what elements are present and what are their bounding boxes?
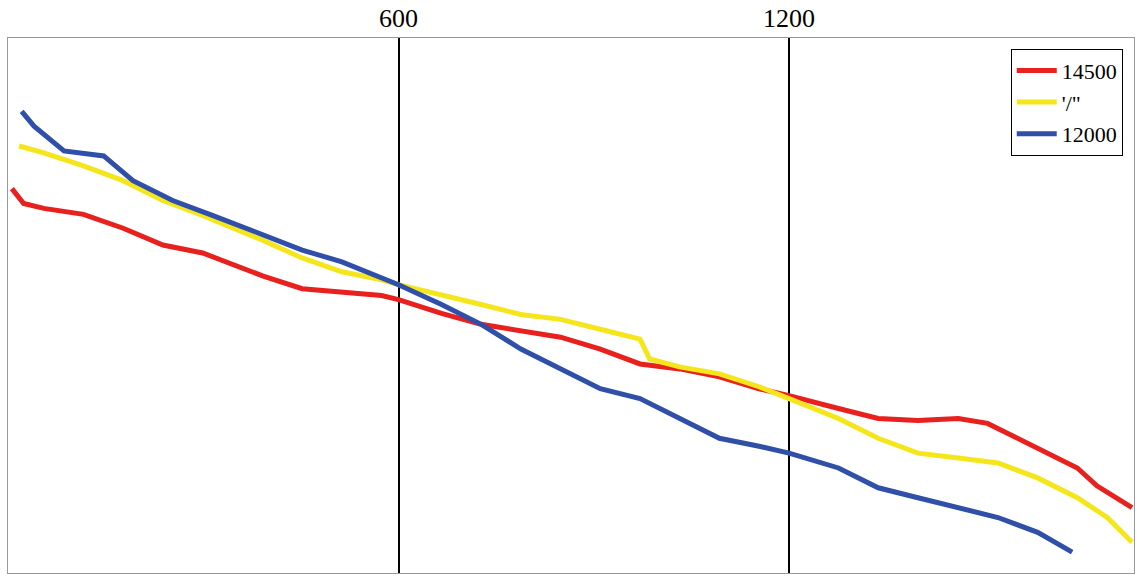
svg-text:12000: 12000: [1062, 122, 1117, 147]
svg-text:14500: 14500: [1062, 59, 1117, 84]
svg-text:600: 600: [379, 4, 418, 33]
svg-text:1200: 1200: [763, 4, 815, 33]
svg-text:'/": '/": [1062, 91, 1081, 116]
